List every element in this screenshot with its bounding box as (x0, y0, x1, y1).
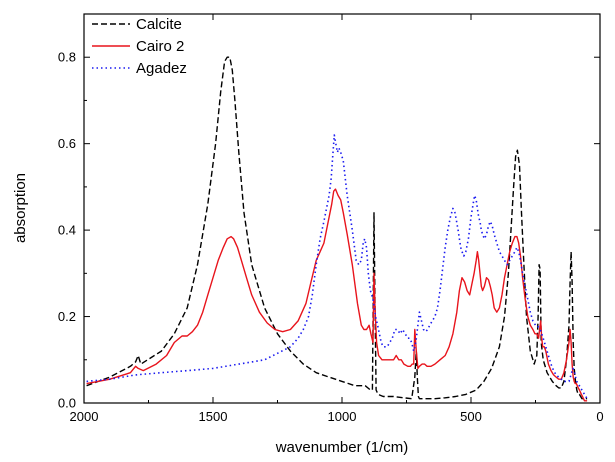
x-tick-label: 500 (460, 409, 482, 424)
legend-label: Agadez (136, 60, 187, 77)
y-tick-label: 0.8 (58, 50, 76, 65)
x-tick-label: 2000 (70, 409, 99, 424)
x-tick-label: 0 (596, 409, 603, 424)
series-line-calcite (86, 56, 588, 400)
y-axis-title: absorption (12, 173, 29, 243)
x-tick-label: 1000 (328, 409, 357, 424)
axes-layer: 2000 1500 1000 500 0 0.0 0.2 0.4 0.6 0.8 (58, 13, 604, 424)
y-tick-label: 0.0 (58, 396, 76, 411)
x-tick-label: 1500 (199, 409, 228, 424)
series-line-agadez (86, 134, 588, 400)
legend-label: Cairo 2 (136, 38, 184, 55)
x-axis-title: wavenumber (1/cm) (275, 439, 409, 456)
series-layer (86, 56, 588, 402)
y-tick-label: 0.2 (58, 309, 76, 324)
y-tick-label: 0.4 (58, 223, 76, 238)
series-line-cairo-2 (86, 188, 588, 402)
y-tick-label: 0.6 (58, 136, 76, 151)
legend-label: Calcite (136, 16, 182, 33)
legend: Calcite Cairo 2 Agadez (92, 16, 187, 77)
